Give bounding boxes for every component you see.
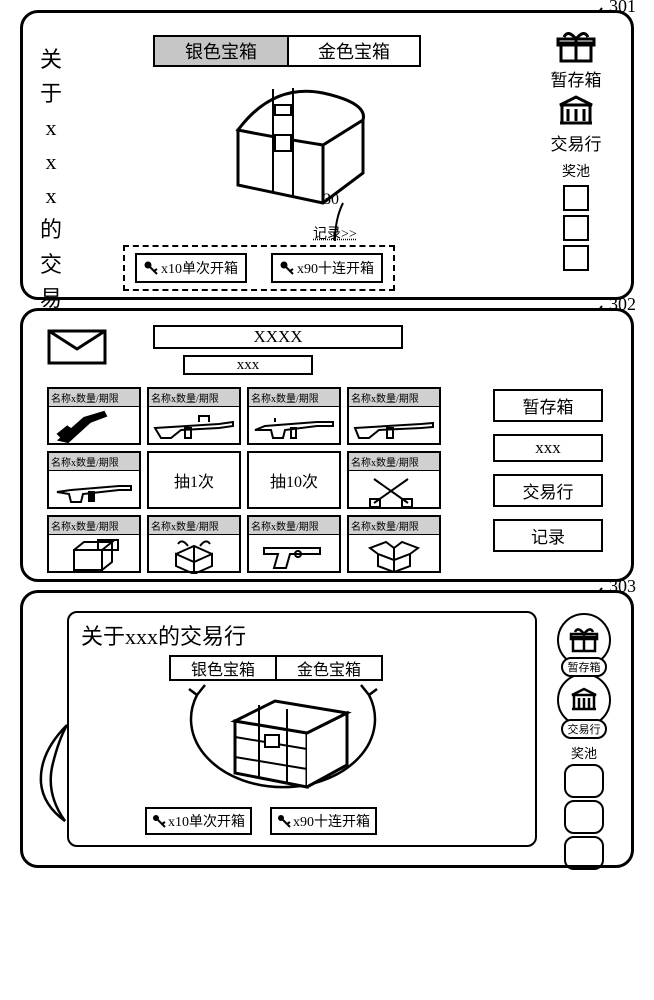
panel-301-wrap: 301 关于xxx的交易行 银色宝箱 金色宝箱 30 记录>> [20,10,634,300]
key-icon [277,814,291,828]
panel-302-right-rail: 暂存箱 xxx 交易行 记录 [493,389,603,552]
result-title: XXXX [153,325,403,349]
item-card[interactable]: 名称x数量/期限 [47,515,141,573]
gift-icon [569,627,599,653]
gift-box-icon [164,536,224,574]
chest-tabs: 银色宝箱 金色宝箱 [169,655,383,681]
tab-silver-chest[interactable]: 银色宝箱 [169,655,277,681]
pool-slot[interactable] [564,764,604,798]
storage-badge-label: 暂存箱 [561,657,607,677]
key-icon [280,261,294,275]
item-card[interactable]: 名称x数量/期限 [347,515,441,573]
crate-chest-icon [219,687,359,797]
side-title-text: 关于xxx的交易行 [40,47,62,345]
rifle-icon [251,412,337,442]
log-button[interactable]: 记录 [493,519,603,552]
item-header: 名称x数量/期限 [49,453,139,471]
market-label[interactable]: 交易行 [541,130,611,155]
panel-301: 关于xxx的交易行 银色宝箱 金色宝箱 30 记录>> [20,10,634,300]
market-button[interactable]: 交易行 [493,474,603,507]
draw-one-button[interactable]: 抽1次 [147,451,241,509]
item-header: 名称x数量/期限 [149,389,239,407]
storage-label[interactable]: 暂存箱 [541,66,611,91]
panel-303: 关于xxx的交易行 银色宝箱 金色宝箱 [20,590,634,868]
prize-pool: 奖池 [541,161,611,271]
item-card[interactable]: 名称x数量/期限 [147,387,241,445]
panel-302-wrap: 302 XXXX xxx 名称x数量/期限 名称x数量/期限 名称x数量/期限 [20,308,634,582]
item-header: 名称x数量/期限 [49,517,139,535]
draw-single-button[interactable]: x10单次开箱 [145,807,252,835]
panel-301-right-rail: 暂存箱 交易行 奖池 [541,31,611,275]
key-icon [152,814,166,828]
draw-single-label: x10单次开箱 [161,258,238,278]
panel-303-title: 关于xxx的交易行 [81,619,246,651]
draw-button-group: x10单次开箱 x90十连开箱 [123,245,395,291]
crossed-weapons-icon [364,473,424,509]
weapon-icon [54,410,134,444]
xxx-button[interactable]: xxx [493,434,603,462]
draw-button-group: x10单次开箱 x90十连开箱 [145,807,377,835]
crate-icon [64,536,124,574]
draw-ten-button[interactable]: x90十连开箱 [271,253,383,283]
key-icon [144,261,158,275]
draw-ten-label: x90十连开箱 [293,811,370,831]
item-header: 名称x数量/期限 [349,389,439,407]
item-header: 名称x数量/期限 [249,389,339,407]
item-header: 名称x数量/期限 [349,453,439,471]
tab-gold-chest[interactable]: 金色宝箱 [275,655,383,681]
treasure-chest-icon [213,75,383,205]
draw-ten-button[interactable]: 抽10次 [247,451,341,509]
gift-icon [556,31,596,63]
item-card[interactable]: 名称x数量/期限 [147,515,241,573]
item-card[interactable]: 名称x数量/期限 [47,387,141,445]
rifle-icon [151,412,237,442]
bank-icon [556,95,596,127]
chest-tabs: 银色宝箱 金色宝箱 [153,35,421,67]
pool-label: 奖池 [553,743,615,762]
speech-tail-icon [35,723,71,823]
draw-single-button[interactable]: x10单次开箱 [135,253,247,283]
pool-slot[interactable] [564,800,604,834]
market-badge-label: 交易行 [561,719,607,739]
pistol-icon [254,538,334,572]
item-header: 名称x数量/期限 [149,517,239,535]
pool-slot[interactable] [563,215,589,241]
side-title: 关于xxx的交易行 [37,43,65,350]
item-card[interactable]: 名称x数量/期限 [247,387,341,445]
rifle-icon [51,476,137,506]
pool-slot[interactable] [563,245,589,271]
item-header: 名称x数量/期限 [49,389,139,407]
pool-slot[interactable] [563,185,589,211]
item-card[interactable]: 名称x数量/期限 [47,451,141,509]
tab-silver-chest[interactable]: 银色宝箱 [155,37,287,65]
rifle-icon [351,412,437,442]
result-subtitle: xxx [183,355,313,375]
item-header: 名称x数量/期限 [349,517,439,535]
record-link[interactable]: 记录>> [313,223,357,243]
item-card[interactable]: 名称x数量/期限 [347,451,441,509]
bank-icon [569,687,599,713]
open-box-icon [364,536,424,574]
draw-ten-button[interactable]: x90十连开箱 [270,807,377,835]
item-header: 名称x数量/期限 [249,517,339,535]
draw-ten-label: x90十连开箱 [297,258,374,278]
panel-303-bubble: 关于xxx的交易行 银色宝箱 金色宝箱 [67,611,537,847]
storage-button[interactable]: 暂存箱 [493,389,603,422]
panel-303-right-rail: 暂存箱 交易行 奖池 [553,613,615,872]
panel-303-wrap: 303 关于xxx的交易行 银色宝箱 金色宝箱 [20,590,634,868]
draw-single-label: x10单次开箱 [168,811,245,831]
mail-icon [47,329,107,365]
item-grid: 名称x数量/期限 名称x数量/期限 名称x数量/期限 名称x数量/期限 名称x数… [47,387,447,573]
tab-gold-chest[interactable]: 金色宝箱 [287,37,419,65]
item-card[interactable]: 名称x数量/期限 [247,515,341,573]
item-card[interactable]: 名称x数量/期限 [347,387,441,445]
panel-302: XXXX xxx 名称x数量/期限 名称x数量/期限 名称x数量/期限 名称x数… [20,308,634,582]
pool-slot[interactable] [564,836,604,870]
pool-label: 奖池 [541,161,611,181]
